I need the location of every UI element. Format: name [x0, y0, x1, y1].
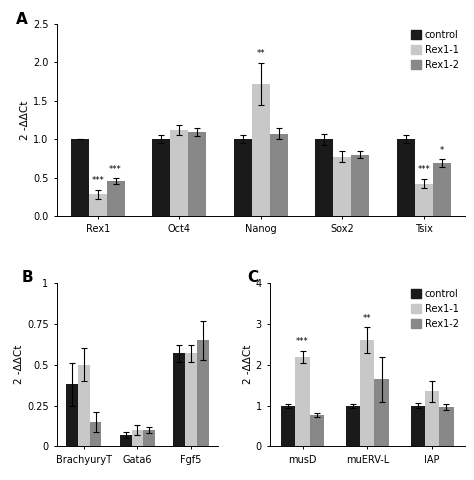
- Bar: [197, 340, 209, 446]
- Bar: [173, 353, 185, 446]
- Text: A: A: [16, 12, 28, 27]
- Bar: [411, 406, 425, 446]
- Y-axis label: 2 -ΔΔCt: 2 -ΔΔCt: [243, 345, 253, 384]
- Bar: [295, 357, 310, 446]
- Text: **: **: [363, 314, 372, 323]
- Bar: [71, 139, 89, 216]
- Bar: [143, 430, 155, 446]
- Bar: [120, 435, 132, 446]
- Bar: [270, 134, 288, 216]
- Bar: [89, 194, 107, 216]
- Bar: [234, 139, 252, 216]
- Text: **: **: [256, 49, 265, 59]
- Bar: [252, 84, 270, 216]
- Bar: [346, 406, 360, 446]
- Bar: [433, 163, 451, 216]
- Text: ***: ***: [418, 165, 430, 174]
- Bar: [415, 184, 433, 216]
- Text: ***: ***: [91, 176, 104, 185]
- Legend: control, Rex1-1, Rex1-2: control, Rex1-1, Rex1-2: [407, 26, 463, 73]
- Y-axis label: 2 -ΔΔCt: 2 -ΔΔCt: [14, 345, 24, 384]
- Bar: [360, 340, 374, 446]
- Bar: [374, 379, 389, 446]
- Bar: [107, 180, 125, 216]
- Bar: [281, 406, 295, 446]
- Bar: [170, 130, 188, 216]
- Bar: [188, 132, 206, 216]
- Bar: [66, 384, 78, 446]
- Bar: [425, 391, 439, 446]
- Text: ***: ***: [296, 337, 309, 347]
- Bar: [90, 422, 101, 446]
- Legend: control, Rex1-1, Rex1-2: control, Rex1-1, Rex1-2: [407, 285, 463, 333]
- Bar: [439, 407, 454, 446]
- Bar: [152, 139, 170, 216]
- Bar: [333, 157, 351, 216]
- Bar: [185, 353, 197, 446]
- Y-axis label: 2 -ΔΔCt: 2 -ΔΔCt: [20, 100, 30, 140]
- Text: *: *: [439, 146, 444, 156]
- Text: ***: ***: [109, 165, 122, 174]
- Bar: [310, 415, 324, 446]
- Bar: [78, 365, 90, 446]
- Bar: [315, 139, 333, 216]
- Bar: [351, 155, 369, 216]
- Text: C: C: [247, 270, 258, 285]
- Bar: [132, 430, 143, 446]
- Bar: [397, 139, 415, 216]
- Text: B: B: [21, 270, 33, 285]
